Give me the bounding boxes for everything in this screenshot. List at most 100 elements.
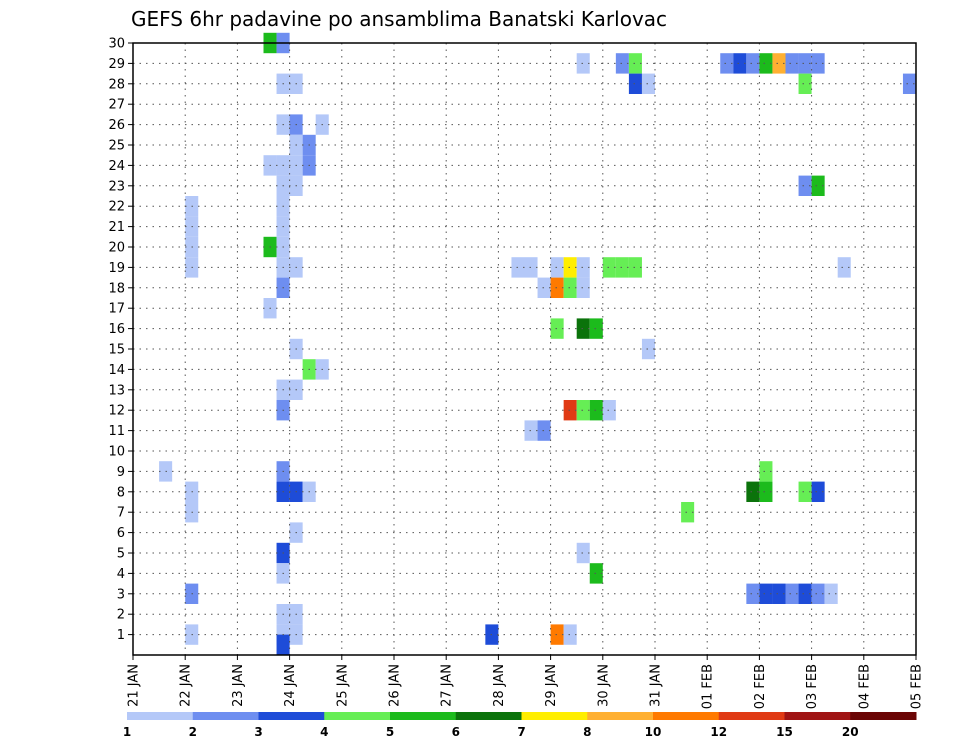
y-tick-label: 25 (108, 139, 125, 154)
y-tick-label: 18 (108, 281, 125, 296)
colorbar-label: 8 (583, 725, 591, 739)
colorbar-segment (324, 712, 391, 720)
y-tick-label: 2 (117, 608, 125, 623)
precip-cell (746, 583, 760, 604)
y-tick-label: 13 (108, 383, 125, 398)
y-tick-label: 12 (108, 404, 125, 419)
colorbar-label: 12 (710, 725, 727, 739)
precip-cell (759, 583, 773, 604)
colorbar-label: 6 (452, 725, 460, 739)
x-tick-label: 05 FEB (910, 664, 925, 709)
precip-cell (550, 624, 564, 645)
precip-cell (759, 53, 773, 74)
precip-cell (811, 583, 825, 604)
precip-cell (811, 481, 825, 502)
colorbar-label: 1 (123, 725, 131, 739)
precip-cell (772, 583, 786, 604)
precip-cell (785, 583, 799, 604)
precip-cell (628, 73, 642, 94)
y-tick-label: 7 (117, 506, 125, 521)
precip-cell (524, 257, 538, 278)
precip-cell (641, 73, 655, 94)
y-tick-label: 27 (108, 98, 125, 113)
colorbar-label: 2 (189, 725, 197, 739)
x-tick-label: 02 FEB (753, 664, 768, 709)
precip-cell (615, 257, 629, 278)
precip-cell (772, 53, 786, 74)
precip-cell (733, 53, 747, 74)
colorbar-segment (127, 712, 194, 720)
precip-cell (589, 318, 603, 339)
precip-cell (276, 634, 290, 655)
precip-cell (576, 400, 590, 421)
chart-title: GEFS 6hr padavine po ansamblima Banatski… (131, 7, 667, 31)
precip-cell (524, 420, 538, 441)
precip-cell (563, 257, 577, 278)
colorbar-label: 3 (254, 725, 262, 739)
colorbar-segment (192, 712, 259, 720)
y-axis: 1234567891011121314151617181920212223242… (108, 37, 133, 643)
y-tick-label: 8 (117, 485, 125, 500)
precip-cell (550, 257, 564, 278)
precip-cell (576, 257, 590, 278)
x-tick-label: 04 FEB (857, 664, 872, 709)
precip-cell (550, 318, 564, 339)
precip-cell (537, 420, 551, 441)
colorbar-legend: 1 2 3 4 5 6 7 8 10 12 15 20 (123, 712, 917, 739)
y-tick-label: 24 (108, 159, 125, 174)
precip-cell (759, 481, 773, 502)
precip-cell (798, 583, 812, 604)
precip-cell (550, 277, 564, 298)
precip-cell (628, 257, 642, 278)
y-tick-label: 16 (108, 322, 125, 337)
precip-cell (798, 53, 812, 74)
precip-cell (798, 175, 812, 196)
precip-cell (615, 53, 629, 74)
precip-cell (785, 53, 799, 74)
colorbar-label: 5 (386, 725, 394, 739)
precip-cell (798, 481, 812, 502)
x-tick-label: 01 FEB (701, 664, 716, 709)
colorbar-segment (521, 712, 588, 720)
x-tick-label: 30 JAN (596, 664, 611, 707)
precip-cell (837, 257, 851, 278)
precip-cell (628, 53, 642, 74)
y-tick-label: 19 (108, 261, 125, 276)
y-tick-label: 30 (108, 37, 125, 52)
precip-cell (563, 400, 577, 421)
y-tick-label: 11 (108, 424, 125, 439)
precip-cell (811, 175, 825, 196)
y-tick-label: 1 (117, 628, 125, 643)
x-tick-label: 26 JAN (388, 664, 403, 707)
grid-lines (132, 42, 917, 655)
x-tick-label: 27 JAN (440, 664, 455, 707)
precip-cell (902, 73, 916, 94)
precip-cell (563, 624, 577, 645)
y-tick-label: 21 (108, 220, 125, 235)
x-tick-label: 23 JAN (231, 664, 246, 707)
colorbar-segment (455, 712, 522, 720)
x-tick-label: 22 JAN (179, 664, 194, 707)
precip-cell (576, 542, 590, 564)
x-axis: 21 JAN 22 JAN 23 JAN 24 JAN 25 JAN 26 JAN 27 J… (127, 655, 925, 709)
precip-cell (759, 461, 773, 482)
colorbar-segment (258, 712, 325, 720)
x-tick-label: 31 JAN (649, 664, 664, 707)
precip-cell (602, 400, 616, 421)
x-tick-label: 28 JAN (492, 664, 507, 707)
precip-cell (537, 277, 551, 298)
colorbar-segment (390, 712, 457, 720)
colorbar-label: 10 (645, 725, 662, 739)
y-tick-label: 17 (108, 302, 125, 317)
x-tick-label: 24 JAN (283, 664, 298, 707)
precip-cell (589, 563, 603, 584)
precipitation-cells (159, 32, 916, 655)
precip-cell (746, 481, 760, 502)
colorbar-label: 20 (842, 725, 859, 739)
y-tick-label: 20 (108, 241, 125, 256)
y-tick-label: 14 (108, 363, 125, 378)
precip-cell (576, 53, 590, 74)
precip-cell (576, 277, 590, 298)
